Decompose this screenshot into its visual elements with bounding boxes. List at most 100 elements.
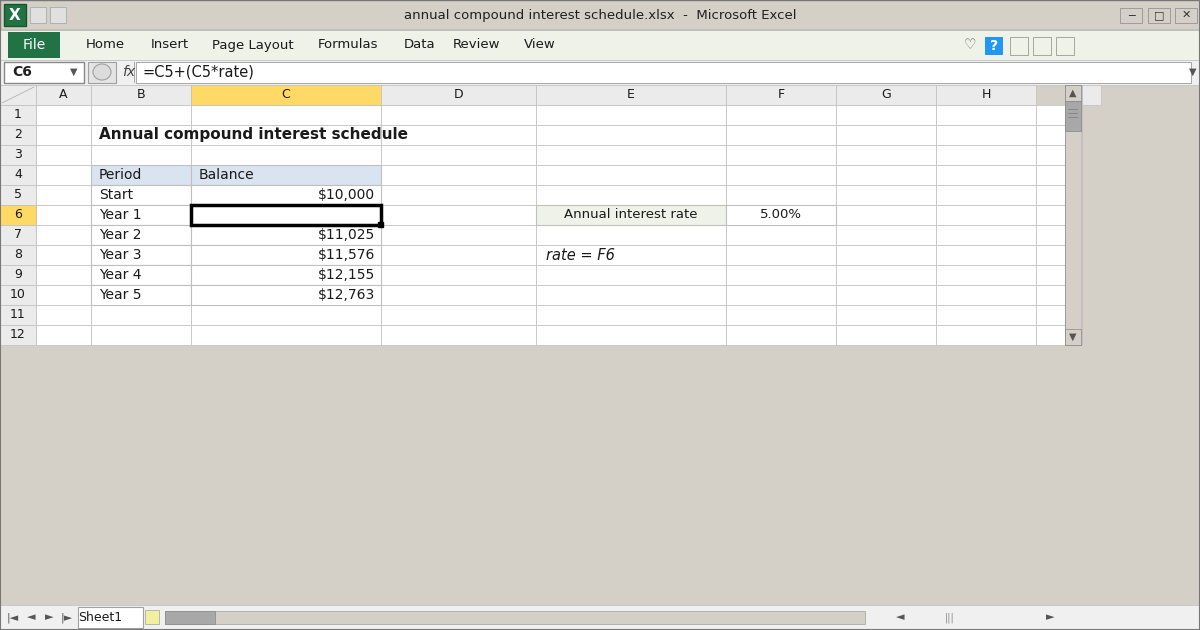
Bar	[91, 225, 191, 245]
Bar	[726, 85, 836, 105]
Bar	[382, 185, 536, 205]
Text: H: H	[982, 88, 991, 101]
Bar	[985, 37, 1003, 55]
Bar	[36, 265, 91, 285]
Bar	[536, 265, 726, 285]
Text: |◄: |◄	[7, 612, 19, 622]
Bar	[36, 165, 91, 185]
Bar	[726, 265, 836, 285]
Bar	[91, 185, 191, 205]
Bar	[836, 165, 936, 185]
Text: 9: 9	[14, 268, 22, 282]
Bar	[91, 225, 191, 245]
Bar	[382, 225, 536, 245]
Bar	[36, 285, 91, 305]
Text: ▼: ▼	[71, 67, 78, 77]
Text: 11: 11	[10, 309, 26, 321]
Bar	[36, 105, 91, 125]
Bar	[91, 205, 191, 225]
Bar	[191, 285, 382, 305]
Text: $10,000: $10,000	[318, 188, 374, 202]
Bar	[382, 125, 536, 145]
Bar	[0, 165, 36, 185]
Bar	[191, 205, 382, 225]
Bar	[1066, 85, 1081, 345]
Bar	[91, 305, 191, 325]
Bar	[166, 611, 215, 624]
Bar	[1068, 113, 1078, 114]
Text: X: X	[10, 8, 20, 23]
Bar	[1175, 8, 1198, 23]
Bar	[836, 105, 936, 125]
Bar	[382, 85, 536, 105]
Bar	[91, 105, 191, 125]
Bar	[30, 7, 46, 23]
Bar	[91, 185, 191, 205]
Bar	[1036, 205, 1066, 225]
Bar	[91, 125, 191, 145]
Text: C6: C6	[12, 65, 32, 79]
Text: Sheet1: Sheet1	[78, 611, 122, 624]
Bar	[936, 225, 1036, 245]
Text: $12,763: $12,763	[318, 288, 374, 302]
Bar	[836, 125, 936, 145]
Bar	[936, 325, 1036, 345]
Bar	[91, 245, 191, 265]
Bar	[0, 205, 36, 225]
Text: Review: Review	[452, 38, 499, 52]
Bar	[191, 225, 382, 245]
Text: ♡: ♡	[964, 38, 977, 52]
Bar	[382, 325, 536, 345]
Bar	[726, 125, 836, 145]
Text: fx: fx	[122, 65, 136, 79]
Bar	[1036, 125, 1066, 145]
Bar	[836, 225, 936, 245]
Bar	[726, 205, 836, 225]
Bar	[726, 105, 836, 125]
Text: $11,576: $11,576	[318, 248, 374, 262]
Bar	[0, 85, 36, 105]
Text: ►: ►	[44, 612, 53, 622]
Bar	[536, 165, 726, 185]
Bar	[0, 225, 36, 245]
Text: =C5+(C5*rate): =C5+(C5*rate)	[142, 64, 254, 79]
Bar	[382, 165, 536, 185]
Bar	[36, 245, 91, 265]
Bar	[1036, 265, 1066, 285]
Bar	[1066, 101, 1081, 131]
Bar	[91, 265, 191, 285]
Bar	[836, 265, 936, 285]
Bar	[382, 245, 536, 265]
Bar	[145, 610, 158, 624]
Text: C: C	[282, 88, 290, 101]
Text: Balance: Balance	[199, 168, 254, 182]
Bar	[536, 245, 726, 265]
Bar	[836, 85, 936, 105]
Text: Insert: Insert	[151, 38, 190, 52]
Bar	[536, 305, 726, 325]
Bar	[36, 125, 91, 145]
Bar	[1010, 37, 1028, 55]
Bar	[191, 165, 382, 185]
Bar	[191, 145, 382, 165]
Bar	[936, 125, 1036, 145]
Bar	[91, 285, 191, 305]
Bar	[536, 285, 726, 305]
Text: 6: 6	[14, 209, 22, 222]
Text: 10: 10	[10, 289, 26, 302]
Bar	[1036, 105, 1066, 125]
Bar	[1036, 285, 1066, 305]
Text: annual compound interest schedule.xlsx  -  Microsoft Excel: annual compound interest schedule.xlsx -…	[403, 8, 797, 21]
Bar	[191, 185, 382, 205]
Bar	[726, 285, 836, 305]
Bar	[936, 205, 1036, 225]
Text: File: File	[23, 38, 46, 52]
Bar	[1056, 37, 1074, 55]
Bar	[91, 265, 191, 285]
Bar	[1036, 225, 1066, 245]
Bar	[91, 325, 191, 345]
Text: Page Layout: Page Layout	[212, 38, 294, 52]
Bar	[836, 285, 936, 305]
Bar	[91, 245, 191, 265]
Bar	[191, 205, 382, 225]
